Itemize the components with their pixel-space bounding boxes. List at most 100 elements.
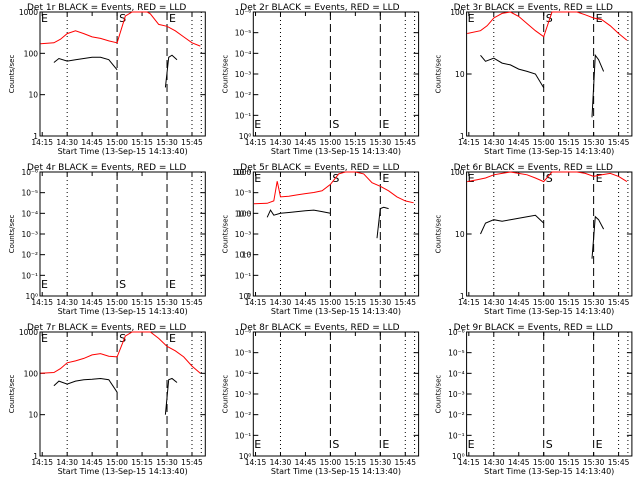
y-tick-label: 100 <box>24 369 39 378</box>
x-tick-label: 14:15 <box>31 298 53 307</box>
x-tick-label: 15:30 <box>583 138 605 147</box>
plot-frame <box>39 331 206 457</box>
x-tick-label: 15:30 <box>370 298 392 307</box>
plot-frame <box>466 11 633 137</box>
x-tick-label: 15:45 <box>608 138 630 147</box>
events-series-line <box>480 214 605 259</box>
events-series-line <box>53 377 178 415</box>
x-tick-label: 14:15 <box>458 298 480 307</box>
y-axis-label: Counts/sec <box>8 55 16 94</box>
y-overlay-tick-label: 1000 <box>232 168 251 177</box>
y-tick-label: 1 <box>33 132 38 141</box>
y-tick-label: 10⁻³ <box>448 390 465 399</box>
y-tick-label: 100 <box>450 8 465 17</box>
x-tick-label: 15:15 <box>558 138 580 147</box>
y-tick-label: 10⁻² <box>235 251 252 260</box>
y-tick-label: 10 <box>28 411 38 420</box>
x-tick-label: 15:00 <box>320 458 342 467</box>
panel-det-3: Det 3r BLACK = Events, RED = LLD 14:15 14:… <box>435 3 633 156</box>
lld-series-line <box>467 11 628 41</box>
x-tick-label: 14:45 <box>81 138 103 147</box>
x-axis-label: Start Time (13-Sep-15 14:13:40) <box>484 467 614 476</box>
start-marker-label: S <box>546 12 553 25</box>
x-axis-label: Start Time (13-Sep-15 14:13:40) <box>271 467 401 476</box>
x-tick-label: 15:30 <box>583 458 605 467</box>
x-tick-label: 14:15 <box>31 138 53 147</box>
x-tick-label: 15:15 <box>131 298 153 307</box>
x-tick-label: 15:00 <box>533 458 555 467</box>
panel-title: Det 9r BLACK = Events, RED = LLD <box>454 323 613 333</box>
y-tick-label: 10⁻² <box>235 91 252 100</box>
y-tick-label: 10⁻¹ <box>235 431 252 440</box>
y-tick-label: 10⁻² <box>21 251 38 260</box>
panel-title: Det 3r BLACK = Events, RED = LLD <box>454 3 613 13</box>
panel-title: Det 2r BLACK = Events, RED = LLD <box>240 3 399 13</box>
x-tick-label: 14:45 <box>81 298 103 307</box>
lld-series-line <box>467 171 628 183</box>
x-tick-label: 15:30 <box>583 298 605 307</box>
x-tick-label: 14:15 <box>458 138 480 147</box>
x-tick-label: 15:30 <box>156 458 178 467</box>
end-marker-label: E <box>382 118 389 131</box>
x-tick-label: 14:15 <box>31 458 53 467</box>
x-tick-label: 15:45 <box>608 458 630 467</box>
y-tick-label: 10⁻³ <box>21 230 38 239</box>
y-tick-label: 10⁻⁴ <box>448 369 465 378</box>
left-edge-label: E <box>41 332 48 345</box>
y-tick-label: 10⁻⁶ <box>21 168 38 177</box>
x-tick-label: 15:00 <box>320 138 342 147</box>
panel-title: Det 1r BLACK = Events, RED = LLD <box>27 3 186 13</box>
x-tick-label: 15:15 <box>131 138 153 147</box>
events-series-line <box>266 206 389 239</box>
y-tick-label: 10⁻⁴ <box>235 209 252 218</box>
lld-series-line <box>40 331 201 374</box>
x-tick-label: 14:45 <box>295 138 317 147</box>
x-tick-label: 14:45 <box>508 298 530 307</box>
y-tick-label: 10⁰ <box>452 452 465 461</box>
x-tick-label: 15:30 <box>156 138 178 147</box>
y-axis-label: Counts/sec <box>435 215 443 254</box>
y-axis-label: Counts/sec <box>221 55 229 94</box>
y-tick-label: 10⁰ <box>25 292 38 301</box>
left-edge-label: E <box>468 438 475 451</box>
y-tick-label: 10⁻³ <box>235 70 252 79</box>
y-tick-label: 10⁻⁴ <box>235 49 252 58</box>
x-tick-label: 14:45 <box>508 138 530 147</box>
start-marker-label: S <box>546 438 553 451</box>
events-series-line <box>53 54 178 88</box>
y-tick-label: 10⁻² <box>448 411 465 420</box>
x-tick-label: 14:15 <box>245 298 267 307</box>
left-edge-label: E <box>41 12 48 25</box>
x-tick-label: 14:30 <box>56 298 78 307</box>
left-edge-label: E <box>254 438 261 451</box>
x-tick-label: 15:15 <box>558 298 580 307</box>
x-tick-label: 14:30 <box>270 138 292 147</box>
y-tick-label: 1 <box>460 292 465 301</box>
x-tick-label: 15:45 <box>181 298 203 307</box>
left-edge-label: E <box>41 278 48 291</box>
y-axis-label: Counts/sec <box>435 55 443 94</box>
lld-series-line <box>40 11 201 47</box>
y-overlay-tick-label: 1 <box>247 292 252 301</box>
x-tick-label: 14:45 <box>508 458 530 467</box>
start-marker-label: S <box>119 278 126 291</box>
y-overlay-tick-label: 10 <box>242 251 252 260</box>
x-tick-label: 15:45 <box>181 138 203 147</box>
x-axis-label: Start Time (13-Sep-15 14:13:40) <box>271 147 401 156</box>
x-tick-label: 14:15 <box>458 458 480 467</box>
panel-title: Det 5r BLACK = Events, RED = LLD <box>240 163 399 173</box>
start-marker-label: S <box>332 438 339 451</box>
plot-frame <box>252 171 420 297</box>
y-tick-label: 10⁻⁵ <box>235 29 252 38</box>
y-axis-label: Counts/sec <box>435 375 443 414</box>
y-tick-label: 10⁻⁵ <box>448 349 465 358</box>
y-tick-label: 10⁻⁶ <box>235 328 252 337</box>
start-marker-label: S <box>332 118 339 131</box>
x-tick-label: 14:30 <box>483 298 505 307</box>
x-tick-label: 14:30 <box>270 458 292 467</box>
y-tick-label: 10 <box>455 70 465 79</box>
